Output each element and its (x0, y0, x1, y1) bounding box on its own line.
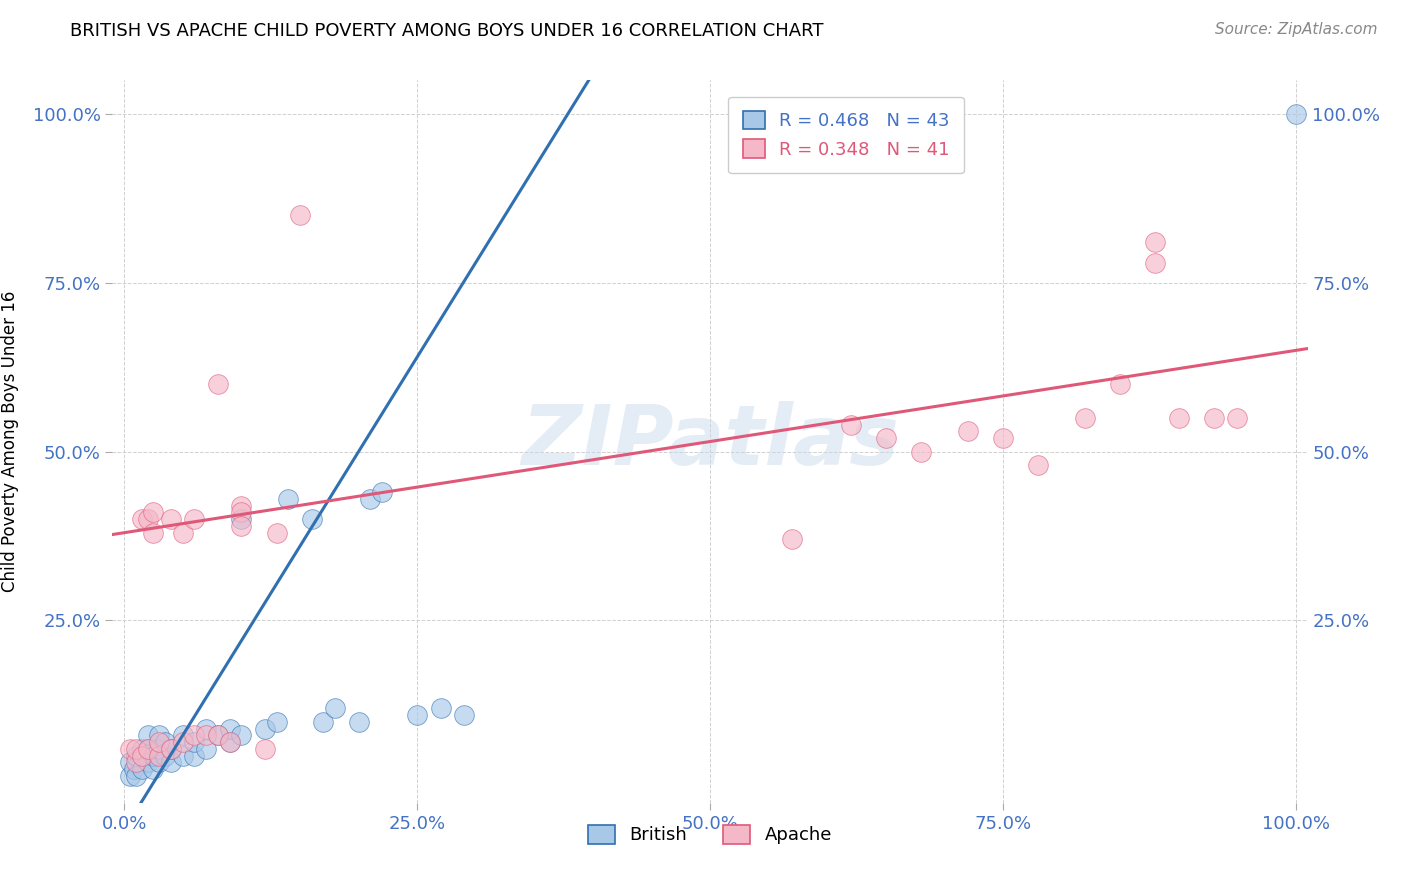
Point (160, 741, 183, 756)
Point (910, 444, 932, 458)
Point (155, 735, 177, 749)
Point (120, 756, 141, 770)
Point (160, 512, 183, 526)
Point (1167, 411, 1189, 425)
Point (218, 735, 240, 749)
Y-axis label: Child Poverty Among Boys Under 16: Child Poverty Among Boys Under 16 (1, 291, 18, 592)
Point (266, 525, 288, 540)
Point (120, 741, 141, 756)
Point (148, 741, 170, 756)
Point (1026, 458, 1049, 472)
Point (183, 512, 205, 526)
Point (301, 512, 323, 526)
Point (148, 728, 170, 742)
Point (148, 748, 170, 763)
Point (406, 708, 429, 723)
Point (183, 748, 205, 763)
Point (131, 748, 153, 763)
Point (1144, 255, 1167, 269)
Point (780, 533, 803, 547)
Point (155, 748, 177, 763)
Point (1109, 377, 1132, 392)
Point (195, 728, 218, 742)
Point (207, 377, 229, 392)
Point (125, 756, 148, 770)
Point (231, 519, 253, 533)
Point (839, 417, 862, 432)
Point (195, 722, 218, 736)
Point (312, 714, 335, 729)
Point (172, 748, 194, 763)
Point (131, 741, 153, 756)
Point (288, 208, 311, 222)
Point (253, 722, 276, 736)
Text: BRITISH VS APACHE CHILD POVERTY AMONG BOYS UNDER 16 CORRELATION CHART: BRITISH VS APACHE CHILD POVERTY AMONG BO… (70, 22, 824, 40)
Point (253, 741, 276, 756)
Point (1074, 411, 1097, 425)
Text: Source: ZipAtlas.com: Source: ZipAtlas.com (1215, 22, 1378, 37)
Point (1226, 411, 1249, 425)
Point (371, 485, 394, 500)
Point (991, 431, 1014, 445)
Point (125, 741, 148, 756)
Point (160, 756, 183, 770)
Point (142, 525, 165, 540)
Point (142, 505, 165, 519)
Point (183, 728, 205, 742)
Point (1285, 107, 1308, 121)
Point (1202, 411, 1225, 425)
Point (136, 728, 159, 742)
Point (323, 701, 346, 715)
Point (1144, 235, 1167, 250)
Point (231, 499, 253, 513)
Point (136, 512, 159, 526)
Point (231, 728, 253, 742)
Point (231, 512, 253, 526)
Point (131, 512, 153, 526)
Point (207, 728, 229, 742)
Point (120, 769, 141, 783)
Point (131, 762, 153, 776)
Point (172, 525, 194, 540)
Point (195, 741, 218, 756)
Point (142, 762, 165, 776)
Point (875, 431, 897, 445)
Point (122, 762, 145, 776)
Point (148, 735, 170, 749)
Legend: British, Apache: British, Apache (574, 811, 846, 859)
Point (218, 735, 240, 749)
Point (231, 505, 253, 519)
Point (359, 491, 381, 506)
Point (136, 756, 159, 770)
Point (266, 714, 288, 729)
Point (125, 748, 148, 763)
Point (453, 708, 475, 723)
Point (172, 735, 194, 749)
Point (136, 741, 159, 756)
Point (148, 756, 170, 770)
Point (218, 722, 240, 736)
Point (125, 769, 148, 783)
Point (160, 741, 183, 756)
Point (347, 714, 370, 729)
Point (142, 748, 165, 763)
Point (956, 425, 979, 439)
Text: ZIPatlas: ZIPatlas (522, 401, 898, 482)
Point (277, 491, 299, 506)
Point (183, 735, 205, 749)
Point (172, 728, 194, 742)
Point (136, 741, 159, 756)
Point (207, 728, 229, 742)
Point (429, 701, 451, 715)
